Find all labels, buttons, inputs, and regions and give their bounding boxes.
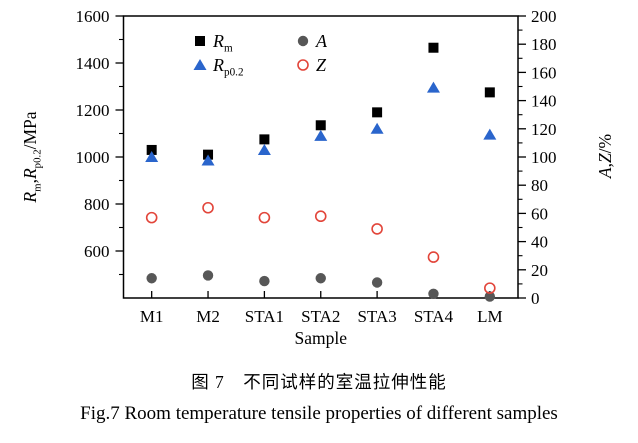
marker-A-STA1 xyxy=(259,275,270,287)
right-tick-label: 40 xyxy=(531,233,548,252)
plot-frame xyxy=(122,15,519,299)
left-tick-label: 1600 xyxy=(76,7,110,26)
marker-Rp0.2-STA2 xyxy=(314,129,328,141)
x-category-label: M1 xyxy=(140,307,164,326)
marker-A-STA3 xyxy=(371,277,383,288)
marker-A-LM xyxy=(484,291,496,302)
legend-marker-Rm xyxy=(195,36,205,46)
caption-english: Fig.7 Room temperature tensile propertie… xyxy=(80,403,558,424)
marker-Rm-STA4 xyxy=(428,42,439,53)
marker-Rp0.2-STA3 xyxy=(370,122,384,134)
marker-A-M2 xyxy=(202,270,214,281)
marker-Rm-STA2 xyxy=(315,120,326,131)
marker-A-STA2 xyxy=(315,273,326,284)
marker-Z-M2 xyxy=(202,201,214,214)
legend-label-A: A xyxy=(315,31,328,51)
marker-Rm-STA1 xyxy=(259,134,270,145)
marker-Rp0.2-M1 xyxy=(145,151,159,162)
x-category-label: STA3 xyxy=(357,307,396,326)
right-tick-label: 80 xyxy=(531,176,548,195)
legend-marker-A xyxy=(297,35,309,47)
right-tick-label: 60 xyxy=(531,204,548,223)
legend-label-Rm: Rm xyxy=(212,31,233,55)
caption-chinese: 图 7 不同试样的室温拉伸性能 xyxy=(191,372,447,392)
left-tick-label: 1000 xyxy=(76,148,110,167)
right-axis-title: A,Z/% xyxy=(595,134,615,179)
x-category-label: STA2 xyxy=(301,307,340,326)
legend-label-Z: Z xyxy=(316,55,327,75)
legend-marker-Rp0.2 xyxy=(193,59,207,70)
right-tick-label: 100 xyxy=(531,148,557,167)
left-axis-title: Rm,Rp0.2/MPa xyxy=(20,111,44,203)
marker-Rp0.2-M2 xyxy=(201,154,215,166)
right-tick-label: 20 xyxy=(531,261,548,280)
legend-label-Rp0.2: Rp0.2 xyxy=(212,55,244,79)
marker-Rm-LM xyxy=(484,87,495,98)
x-axis-title: Sample xyxy=(295,328,348,348)
left-tick-label: 800 xyxy=(84,195,110,214)
x-category-label: LM xyxy=(477,307,503,326)
right-tick-label: 140 xyxy=(531,92,557,111)
left-tick-label: 600 xyxy=(84,242,110,261)
left-tick-label: 1200 xyxy=(76,101,110,120)
marker-Rp0.2-LM xyxy=(483,128,497,140)
right-tick-label: 180 xyxy=(531,35,557,54)
marker-Rm-M1 xyxy=(146,144,157,155)
marker-Z-LM xyxy=(484,282,496,294)
right-tick-label: 160 xyxy=(531,63,557,82)
marker-Rp0.2-STA1 xyxy=(257,143,271,155)
right-tick-label: 0 xyxy=(531,289,540,308)
marker-Rp0.2-STA4 xyxy=(426,81,440,93)
x-category-label: STA1 xyxy=(245,307,284,326)
left-tick-label: 1400 xyxy=(76,54,110,73)
right-tick-label: 200 xyxy=(531,7,557,26)
x-category-label: M2 xyxy=(196,307,220,326)
marker-A-STA4 xyxy=(428,288,439,299)
marker-Z-STA3 xyxy=(371,223,383,235)
marker-Z-STA4 xyxy=(427,251,440,263)
marker-Z-STA2 xyxy=(314,210,327,223)
marker-Z-M1 xyxy=(145,211,158,224)
marker-Rm-STA3 xyxy=(372,107,383,118)
chart-canvas: 600 800 1000 1200 1400 1600 0 20 40 60 80 100 120 140… xyxy=(20,7,615,348)
marker-A-M1 xyxy=(146,273,157,284)
right-tick-label: 120 xyxy=(531,120,557,139)
legend-marker-Z xyxy=(297,59,309,71)
x-category-label: STA4 xyxy=(414,307,454,326)
marker-Z-STA1 xyxy=(258,211,271,224)
tensile-properties-chart: 600 800 1000 1200 1400 1600 0 20 40 60 80 100 120 140… xyxy=(20,7,615,348)
